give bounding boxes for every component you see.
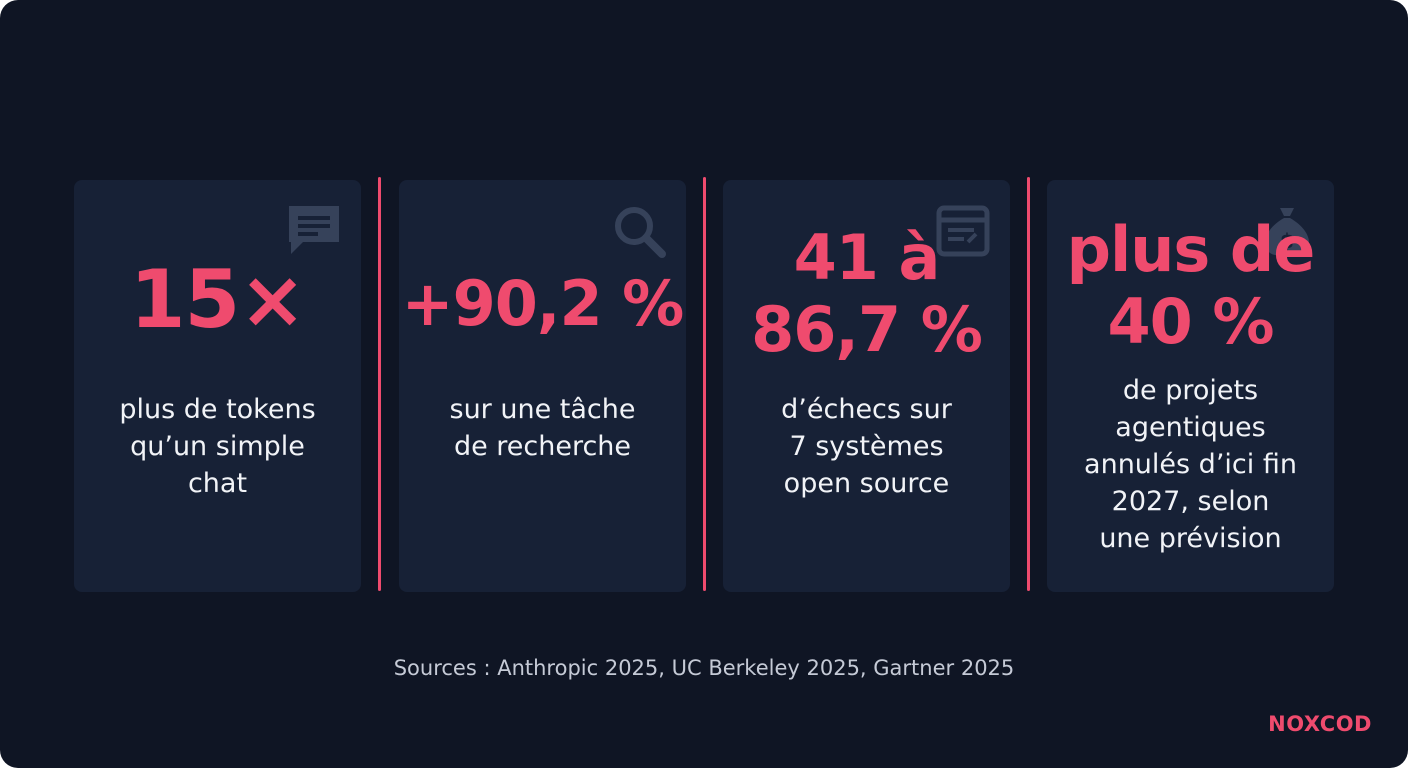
description-line: 7 systèmes: [789, 431, 944, 462]
stat-card-research: +90,2 % sur une tâche de recherche: [399, 180, 686, 592]
document-icon: [934, 202, 992, 260]
stat-value: +90,2 %: [399, 266, 686, 342]
stat-description: plus de tokens qu’un simple chat: [84, 391, 351, 502]
description-line: de projets: [1122, 375, 1259, 406]
money-bag-icon: $: [1258, 202, 1316, 260]
stat-line: 41 à: [793, 221, 941, 294]
stat-line: plus de: [1066, 213, 1316, 286]
description-line: plus de tokens: [119, 394, 316, 425]
description-line: annulés d’ici fin: [1084, 449, 1297, 480]
stat-description: d’échecs sur 7 systèmes open source: [733, 391, 1000, 502]
chat-bubble-icon: [285, 202, 343, 260]
description-line: agentiques: [1115, 412, 1266, 443]
search-icon: [610, 202, 668, 260]
sources-footnote: Sources : Anthropic 2025, UC Berkeley 20…: [393, 656, 1015, 680]
brand-logo: NOXCOD: [1268, 712, 1372, 736]
stat-card-failures: 41 à 86,7 % d’échecs sur 7 systèmes open…: [723, 180, 1010, 592]
card-separator: [1027, 177, 1030, 591]
description-line: qu’un simple: [130, 431, 305, 462]
stat-description: de projets agentiques annulés d’ici fin …: [1057, 372, 1324, 557]
stat-line: 86,7 %: [751, 293, 983, 366]
description-line: open source: [783, 468, 950, 499]
stat-value: 15×: [74, 252, 361, 348]
stat-value: 41 à 86,7 %: [723, 222, 1010, 366]
description-line: une prévision: [1099, 523, 1282, 554]
description-line: sur une tâche: [449, 394, 636, 425]
description-line: d’échecs sur: [781, 394, 952, 425]
stat-line: 15×: [129, 253, 306, 346]
description-line: de recherche: [453, 431, 632, 462]
stat-value: plus de 40 %: [1047, 214, 1334, 358]
card-separator: [378, 177, 381, 591]
card-separator: [703, 177, 706, 591]
stat-card-projects: $ plus de 40 % de projets agentiques ann…: [1047, 180, 1334, 592]
stat-card-tokens: 15× plus de tokens qu’un simple chat: [74, 180, 361, 592]
stat-line: +90,2 %: [401, 267, 685, 340]
stat-description: sur une tâche de recherche: [409, 391, 676, 465]
stat-line: 40 %: [1107, 285, 1275, 358]
svg-text:$: $: [1280, 229, 1294, 253]
description-line: 2027, selon: [1111, 486, 1270, 517]
description-line: chat: [187, 468, 248, 499]
